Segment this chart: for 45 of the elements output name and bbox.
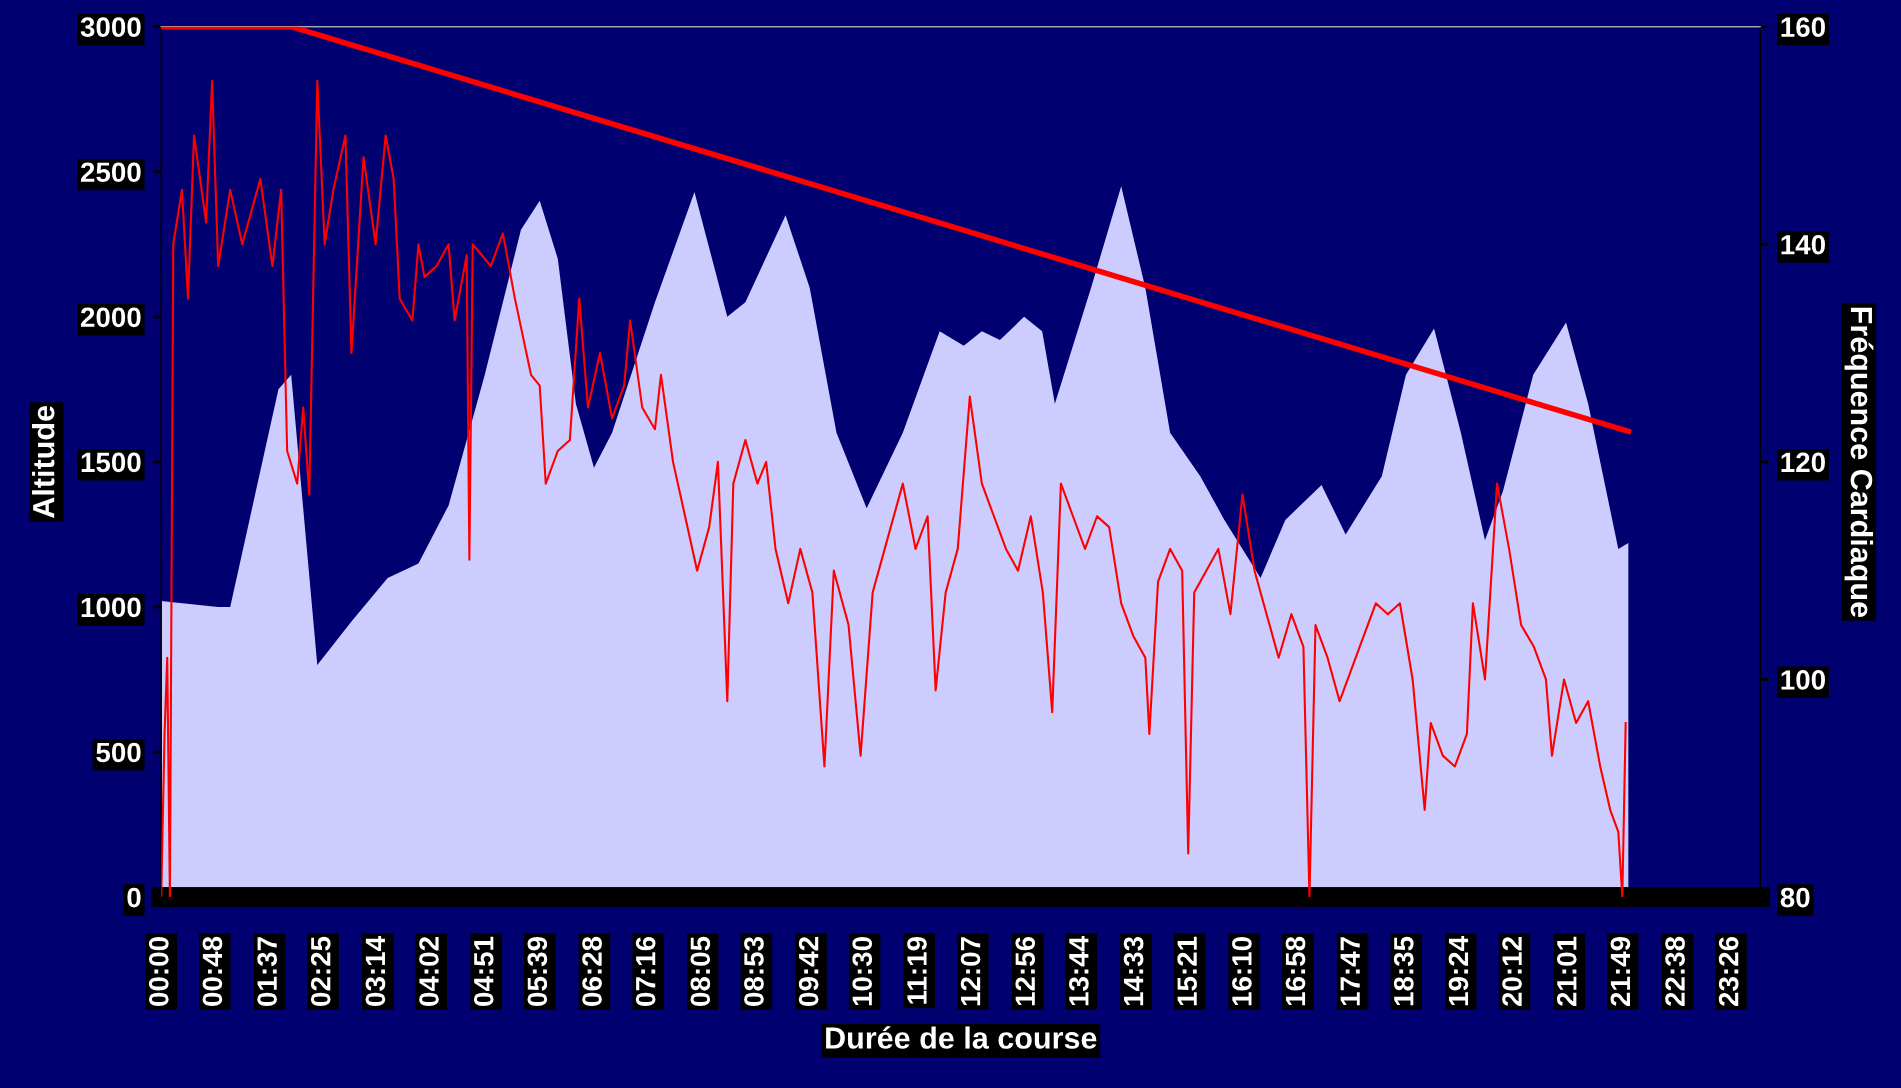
x-tick-label: 12:07	[960, 937, 981, 1006]
x-tick-label: 20:12	[1502, 937, 1522, 1007]
y-tick-label: 1000	[81, 597, 141, 618]
y-tick-label: 1500	[81, 452, 141, 473]
x-tick-label: 21:49	[1610, 936, 1631, 1007]
y-tick-label: 2000	[80, 307, 141, 328]
x-tick-label: 19:24	[1448, 936, 1469, 1006]
x-tick-label: 16:58	[1285, 936, 1306, 1006]
x-tick-label: 01:37	[257, 937, 278, 1006]
x-tick-label: 13:44	[1069, 936, 1089, 1006]
x-tick-label: 11:19	[907, 936, 927, 1004]
x-tick-label: 00:00	[148, 937, 169, 1006]
x-tick-label: 02:25	[310, 936, 331, 1006]
x-tick-label: 03:14	[365, 936, 386, 1006]
y2-tick-label: 140	[1781, 234, 1825, 255]
x-tick-label: 08:53	[744, 936, 764, 1006]
y-tick-label: 500	[96, 742, 141, 763]
y2-axis-title: Fréquence Cardiaque	[1844, 307, 1874, 618]
y-tick-label: 2500	[80, 162, 141, 183]
x-tick-label: 07:16	[635, 936, 656, 1006]
y-axis-title: Altitude	[32, 406, 55, 518]
x-tick-label: 18:35	[1393, 936, 1414, 1006]
x-tick-label: 09:42	[798, 937, 819, 1006]
x-tick-label: 14:33	[1123, 936, 1144, 1006]
y-tick-label: 0	[127, 887, 141, 908]
y2-tick-label: 100	[1781, 670, 1825, 690]
x-tick-label: 15:21	[1177, 936, 1197, 1006]
x-tick-label: 08:05	[690, 936, 711, 1006]
x-tick-label: 23:26	[1718, 936, 1739, 1007]
x-tick-label: 00:48	[202, 936, 223, 1006]
y2-tick-label: 160	[1781, 17, 1825, 37]
x-tick-label: 21:01	[1556, 936, 1577, 1007]
x-tick-label: 17:47	[1340, 937, 1360, 1006]
x-tick-label: 06:28	[582, 936, 602, 1006]
x-tick-label: 22:38	[1665, 936, 1685, 1007]
y2-tick-label: 120	[1781, 452, 1825, 473]
x-tick-label: 10:30	[852, 937, 873, 1006]
x-tick-label: 12:56	[1015, 936, 1036, 1006]
x-tick-label: 04:02	[419, 937, 439, 1006]
x-tick-label: 16:10	[1232, 937, 1252, 1006]
x-tick-label: 04:51	[473, 936, 494, 1006]
y-tick-label: 3000	[80, 17, 141, 38]
x-axis-title: Durée de la course	[826, 1026, 1097, 1049]
x-tick-label: 05:39	[527, 936, 548, 1006]
y2-tick-label: 80	[1780, 887, 1810, 908]
